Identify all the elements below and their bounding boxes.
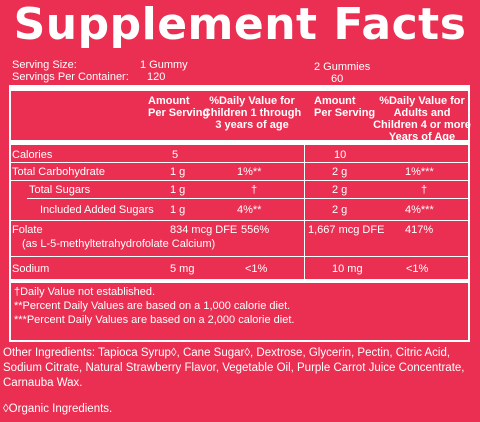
row-amount-1: 1 g (170, 204, 186, 216)
panel-border-right (468, 85, 470, 342)
row-dv-2: 4%*** (405, 204, 434, 216)
row-name: Sodium (12, 263, 50, 275)
row-dv-2: <1% (406, 263, 429, 275)
row-name: Calories (12, 149, 53, 161)
row-amount-2: 10 mg (332, 263, 363, 275)
row-amount-2: 2 g (332, 184, 348, 196)
row-rule (10, 220, 470, 221)
row-rule (27, 198, 470, 199)
panel-title: Supplement Facts (13, 0, 467, 50)
row-rule (10, 162, 470, 163)
header-rule (10, 140, 470, 145)
row-amount-2: 10 (334, 149, 347, 161)
serving-size-value: 1 Gummy (140, 59, 188, 71)
footnote: ***Percent Daily Values are based on a 2… (14, 314, 295, 326)
panel-border-left (9, 85, 11, 342)
row-amount-1: 1 g (170, 166, 186, 178)
column-divider (304, 145, 305, 280)
serving-size-value-2: 2 Gummies (314, 61, 371, 73)
row-rule (10, 256, 470, 257)
serving-size-label: Serving Size: (12, 59, 77, 71)
row-amount-2: 1,667 mcg DFE (308, 224, 385, 236)
row-sub: (as L-5-methyltetrahydrofolate Calcium) (22, 238, 216, 250)
row-amount-2: 2 g (332, 166, 348, 178)
row-rule (10, 180, 470, 181)
servings-per-container-value-2: 60 (331, 73, 344, 85)
servings-per-container-value: 120 (147, 71, 166, 83)
header-amount-1: Amount Per Serving (148, 95, 210, 119)
thick-rule-bottom (10, 279, 470, 283)
row-dv-1: † (251, 184, 258, 196)
row-dv-2: 1%*** (405, 166, 434, 178)
row-dv-1: 4%** (237, 204, 262, 216)
row-dv-1: 1%** (237, 166, 262, 178)
row-amount-1: 5 mg (170, 263, 195, 275)
row-dv-2: † (421, 184, 428, 196)
header-dv-adults: %Daily Value for Adults and Children 4 or … (373, 95, 471, 143)
row-amount-1: 1 g (170, 184, 186, 196)
row-name: Included Added Sugars (40, 204, 154, 216)
other-ingredients: Other Ingredients: Tapioca Syrup◊, Cane … (3, 347, 465, 389)
header-dv-children: %Daily Value for Children 1 through 3 year… (202, 95, 302, 131)
row-name: Total Sugars (29, 184, 91, 196)
servings-per-container-label: Servings Per Container: (12, 71, 129, 83)
footnote: **Percent Daily Values are based on a 1,… (14, 300, 291, 312)
row-name: Total Carbohydrate (12, 166, 105, 178)
header-amount-2: Amount Per Serving (314, 95, 376, 119)
panel-border-bottom (10, 340, 470, 342)
footnote: †Daily Value not established. (14, 286, 156, 298)
organic-note: ◊Organic Ingredients. (3, 403, 113, 415)
row-amount-1: 5 (172, 149, 179, 161)
row-amount-2: 2 g (332, 204, 348, 216)
row-dv-1: 556% (241, 224, 270, 236)
row-dv-2: 417% (405, 224, 434, 236)
row-amount-1: 834 mcg DFE (170, 224, 238, 236)
row-name: Folate (12, 224, 43, 236)
row-dv-1: <1% (245, 263, 268, 275)
thick-rule (10, 85, 470, 91)
